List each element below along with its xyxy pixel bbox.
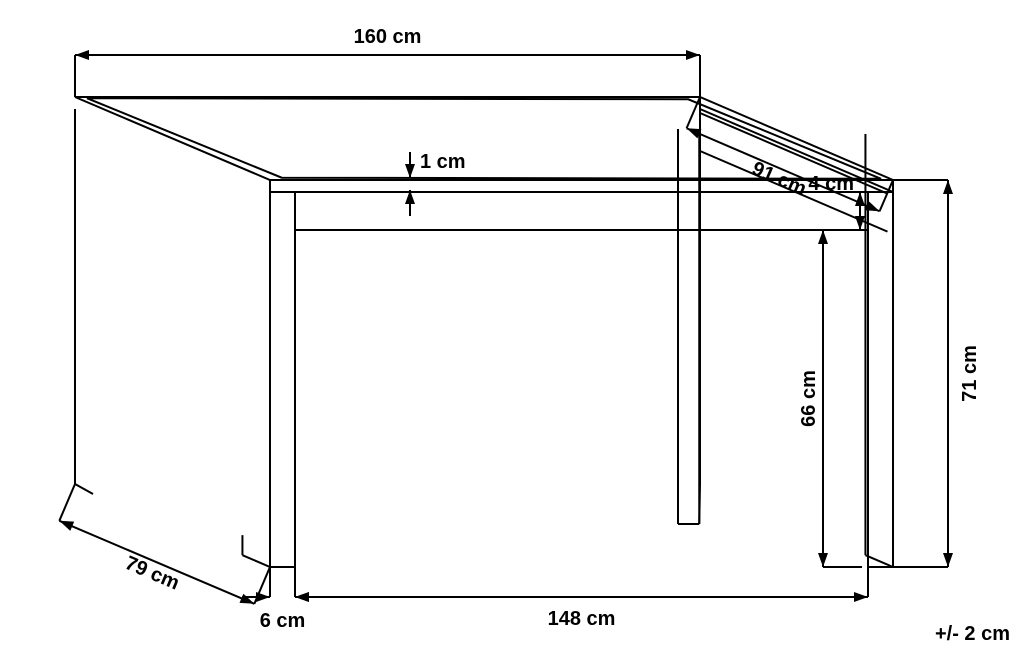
arrowhead (295, 592, 309, 602)
arrowhead (943, 553, 953, 567)
dim-clearance: 66 cm (798, 370, 820, 427)
dim-front-length: 148 cm (548, 608, 616, 630)
line (699, 484, 700, 524)
line (75, 484, 93, 494)
arrowhead (854, 592, 868, 602)
line (880, 180, 893, 211)
arrowhead (855, 192, 865, 206)
tolerance-label: +/- 2 cm (935, 623, 1010, 645)
arrowhead (405, 164, 415, 178)
arrowhead (239, 594, 254, 604)
arrowhead (943, 180, 953, 194)
arrowhead (865, 201, 880, 211)
arrowhead (75, 50, 89, 60)
arrowhead (686, 50, 700, 60)
line (242, 555, 270, 567)
dim-depth: 79 cm (122, 552, 183, 594)
arrowhead (818, 230, 828, 244)
dim-width: 91 cm (749, 158, 810, 201)
dim-height: 71 cm (959, 345, 981, 402)
line (59, 521, 254, 604)
dim-leg-width: 6 cm (260, 610, 306, 632)
line (59, 484, 75, 521)
dim-length: 160 cm (354, 26, 422, 48)
arrowhead (59, 521, 74, 531)
arrowhead (818, 553, 828, 567)
line (865, 555, 893, 567)
arrowhead (855, 216, 865, 230)
dim-frame: 1 cm (420, 151, 466, 173)
